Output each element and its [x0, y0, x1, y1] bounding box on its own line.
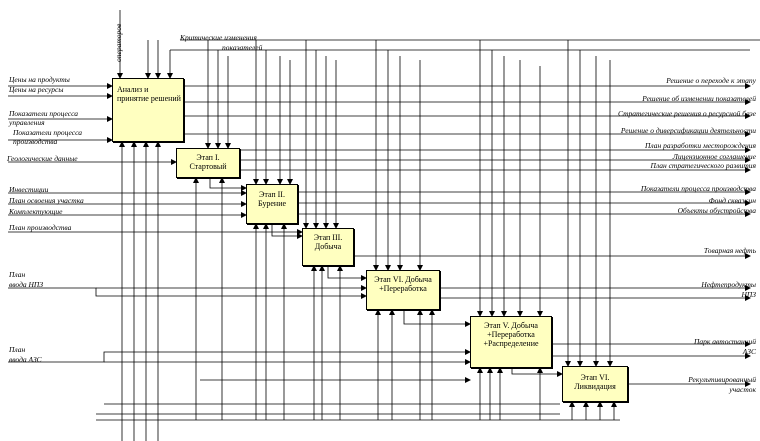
box-stage1[interactable]: Этап I. Стартовый: [176, 148, 240, 178]
output-azs: АЗС: [742, 347, 756, 356]
connection-lines: [8, 10, 760, 441]
box-stage4[interactable]: Этап VI. Добыча +Переработка: [366, 270, 440, 310]
input-investments: Инвестиции: [9, 185, 49, 194]
output-well-fund: Фонд скважин: [708, 196, 756, 205]
box-analysis[interactable]: Анализ и принятие решений: [112, 78, 184, 142]
output-prod-indicators: Показатели процесса производства: [640, 184, 756, 193]
input-npz-plan-2: ввода НПЗ: [9, 280, 44, 289]
box-stage3[interactable]: Этап III. Добыча: [302, 228, 354, 266]
input-components: Комплектующие: [9, 207, 63, 216]
box-stage2[interactable]: Этап II. Бурение: [246, 184, 298, 224]
output-change-indicators: Решение об изменении показателей: [642, 94, 756, 103]
output-recultivated-2: участок: [729, 385, 756, 394]
label-critical-2: показателей: [222, 43, 263, 52]
box-stage5-label: Этап V. Добыча +Переработка +Распределен…: [483, 321, 539, 348]
output-npz: НПЗ: [741, 290, 756, 299]
input-production-process-2: производства: [13, 137, 58, 146]
output-facilities: Объекты обустройства: [677, 206, 756, 215]
input-site-plan: План освоения участка: [9, 196, 84, 205]
output-commodity-oil: Товарная нефть: [703, 246, 756, 255]
input-prices-products: Цены на продукты: [9, 75, 70, 84]
input-prices-resources: Цены на ресурсы: [9, 85, 64, 94]
input-control-process-1: Показатели процесса: [9, 109, 78, 118]
label-operators: операторов: [114, 23, 123, 62]
output-diversification: Решение о диверсификации деятельности: [620, 126, 756, 135]
box-stage6-label: Этап VI. Ликвидация: [574, 373, 616, 391]
input-npz-plan-1: План: [9, 270, 26, 279]
input-geo-data: Геологические данные: [7, 154, 78, 163]
input-azs-plan-2: ввода АЗС: [9, 355, 42, 364]
box-stage3-label: Этап III. Добыча: [313, 233, 343, 251]
input-production-plan: План производства: [9, 223, 72, 232]
box-stage5[interactable]: Этап V. Добыча +Переработка +Распределен…: [470, 316, 552, 368]
output-field-plan: План разработки месторождения: [645, 141, 756, 150]
output-strategy-plan: План стратегического развития: [650, 161, 756, 170]
box-stage1-label: Этап I. Стартовый: [189, 153, 227, 171]
box-stage4-label: Этап VI. Добыча +Переработка: [374, 275, 432, 293]
output-oil-products: Нефтепродукты: [701, 280, 756, 289]
input-control-process-2: управления: [9, 118, 45, 127]
box-analysis-label: Анализ и принятие решений: [117, 85, 181, 103]
output-station-park: Парк автостанций: [693, 337, 756, 346]
output-next-stage: Решение о переходе к этапу: [666, 76, 756, 85]
output-strategic-decisions: Стратегические решения о ресурсной базе: [617, 109, 756, 118]
output-license: Лицензионное соглашение: [672, 152, 756, 161]
output-recultivated-1: Рекультивированный: [688, 375, 756, 384]
box-stage2-label: Этап II. Бурение: [257, 190, 287, 208]
input-production-process-1: Показатели процесса: [13, 128, 82, 137]
input-azs-plan-1: План: [9, 345, 26, 354]
label-critical-1: Критические изменения: [180, 33, 257, 42]
box-stage6[interactable]: Этап VI. Ликвидация: [562, 366, 628, 402]
